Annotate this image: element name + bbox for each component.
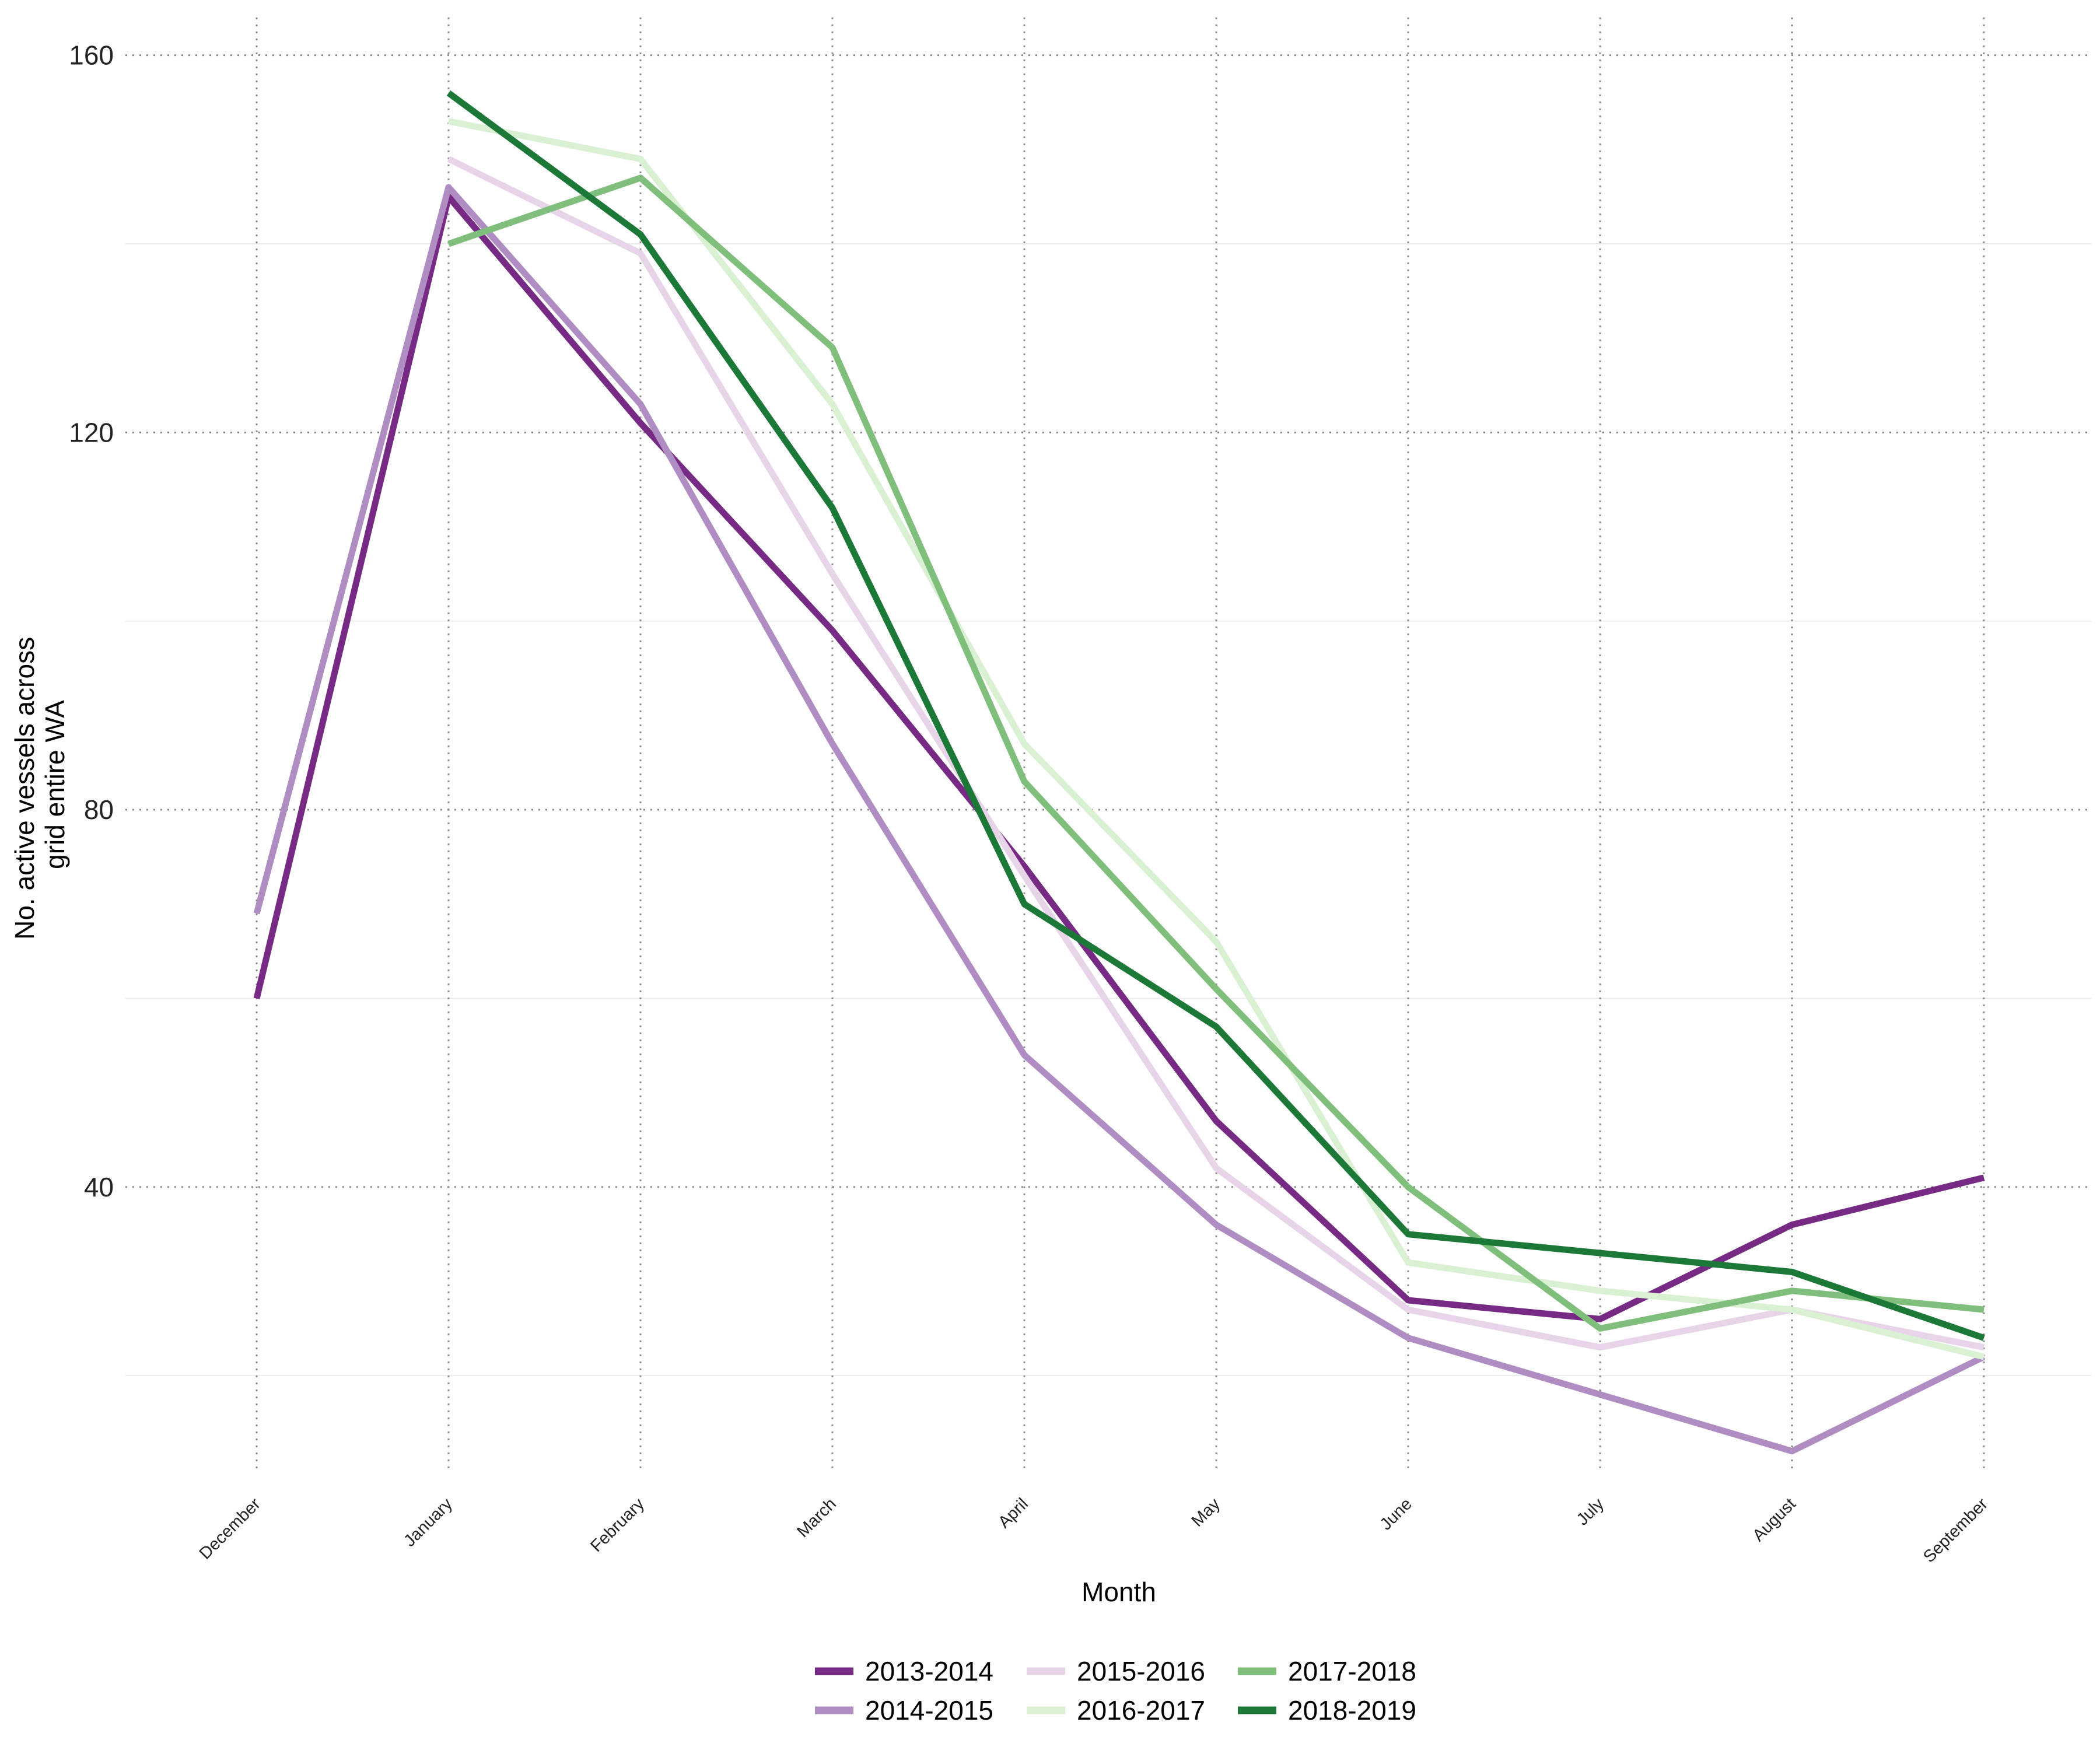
grid xyxy=(125,18,2091,1470)
legend-label: 2017-2018 xyxy=(1288,1656,1416,1686)
x-tick-label: March xyxy=(793,1494,840,1541)
legend-label: 2018-2019 xyxy=(1288,1695,1416,1726)
x-tick-label: July xyxy=(1573,1494,1608,1529)
legend: 2013-2014 2014-2015 2015-2016 2016-2017 2017… xyxy=(815,1656,1416,1726)
legend-item: 2017-2018 xyxy=(1238,1656,1416,1686)
x-tick-label: August xyxy=(1749,1494,1799,1545)
y-tick-label: 80 xyxy=(84,794,114,825)
legend-label: 2016-2017 xyxy=(1077,1695,1205,1726)
x-tick-label: April xyxy=(995,1494,1032,1532)
series-line-2013-2014 xyxy=(253,193,1985,1322)
x-tick-label: June xyxy=(1377,1494,1416,1534)
legend-item: 2014-2015 xyxy=(815,1695,993,1726)
series-line-2015-2016 xyxy=(447,156,1985,1351)
x-axis-title: Month xyxy=(1082,1577,1156,1607)
y-axis-title-line-2: grid entire WA xyxy=(40,700,70,869)
x-tick-label: May xyxy=(1188,1494,1224,1531)
legend-label: 2013-2014 xyxy=(865,1656,993,1686)
legend-item: 2015-2016 xyxy=(1027,1656,1205,1686)
y-tick-label: 160 xyxy=(69,40,114,71)
series-line-2014-2015 xyxy=(253,184,1986,1455)
legend-item: 2013-2014 xyxy=(815,1656,993,1686)
y-tick-labels: 40 80 120 160 xyxy=(69,40,114,1202)
x-tick-label: February xyxy=(587,1494,648,1556)
x-tick-label: September xyxy=(1920,1494,1992,1566)
y-tick-label: 120 xyxy=(69,417,114,447)
series-line-2018-2019 xyxy=(446,90,1985,1341)
legend-item: 2016-2017 xyxy=(1027,1695,1205,1726)
x-tick-labels: December January February March April May June… xyxy=(196,1494,1992,1566)
series-line-2017-2018 xyxy=(447,174,1985,1332)
legend-label: 2015-2016 xyxy=(1077,1656,1205,1686)
x-tick-label: January xyxy=(400,1494,456,1550)
series-lines xyxy=(253,90,1986,1455)
legend-item: 2018-2019 xyxy=(1238,1695,1416,1726)
y-axis-title-line-1: No. active vessels across xyxy=(9,637,40,940)
y-axis-title: No. active vessels across grid entire WA xyxy=(9,629,70,940)
y-tick-label: 40 xyxy=(84,1172,114,1202)
legend-label: 2014-2015 xyxy=(865,1695,993,1726)
x-tick-label: December xyxy=(196,1494,264,1563)
